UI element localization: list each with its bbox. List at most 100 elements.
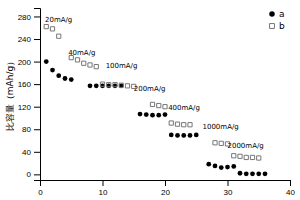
tick-mark [103, 180, 104, 186]
annotation: 40mA/g [68, 49, 95, 57]
point [56, 73, 61, 78]
point [106, 83, 111, 88]
series-0 [44, 59, 268, 176]
point [231, 164, 236, 169]
point [250, 155, 254, 159]
point [257, 156, 261, 160]
y-axis-title: 比容量（mAh/g） [5, 57, 15, 131]
point [88, 63, 92, 67]
annotation: 200mA/g [134, 85, 166, 93]
tick-label: 240 [18, 35, 32, 44]
tick-label: 80 [22, 125, 31, 134]
point [238, 154, 242, 158]
annotation: 1000mA/g [203, 123, 239, 131]
tick-mark [34, 84, 40, 85]
tick-mark [34, 152, 40, 153]
point [69, 77, 74, 82]
tick: 20 [161, 180, 170, 197]
point [100, 82, 104, 86]
point [88, 83, 93, 88]
tick-mark [34, 129, 40, 130]
point [156, 113, 161, 118]
tick-label: 280 [18, 13, 32, 22]
legend-item: b [270, 21, 285, 31]
point [219, 165, 224, 170]
point [244, 155, 248, 159]
x-axis-line [41, 181, 291, 187]
point [44, 59, 49, 64]
tick: 40 [22, 148, 40, 157]
tick: 160 [18, 80, 40, 89]
plot: 0 10 20 30 40 0 40 80 120 160 200 240 280 20mA/g 40mA/… [18, 9, 296, 197]
tick-mark [228, 180, 229, 186]
tick-label: 0 [38, 188, 43, 197]
point [213, 164, 218, 169]
point [119, 83, 123, 87]
point [169, 121, 173, 125]
point [175, 122, 179, 126]
point [163, 105, 167, 109]
tick-label: 20 [161, 188, 170, 197]
point [263, 171, 268, 176]
chart-container: 0 10 20 30 40 0 40 80 120 160 200 240 280 20mA/g 40mA/… [0, 0, 300, 200]
y-axis: 0 40 80 120 160 200 240 280 [18, 9, 41, 181]
annotation: 20mA/g [45, 16, 72, 24]
tick-mark [165, 180, 166, 186]
point [188, 123, 192, 127]
chart-svg: 0 10 20 30 40 0 40 80 120 160 200 240 280 20mA/g 40mA/… [0, 0, 300, 200]
point [175, 133, 180, 138]
point [206, 162, 211, 167]
point [144, 112, 149, 117]
tick-mark [34, 174, 40, 175]
point [157, 103, 161, 107]
point [119, 83, 124, 88]
point [238, 171, 243, 176]
x-axis: 0 10 20 30 40 [38, 180, 295, 197]
tick: 240 [18, 35, 40, 44]
point [256, 171, 261, 176]
tick-label: 120 [18, 103, 32, 112]
point [188, 133, 193, 138]
y-axis-line [34, 9, 41, 181]
point [250, 171, 255, 176]
tick: 280 [18, 13, 40, 22]
point [194, 132, 199, 137]
tick-mark [34, 62, 40, 63]
point [213, 141, 217, 145]
point [75, 58, 79, 62]
legend-label: a [279, 9, 285, 19]
legend: ab [269, 9, 285, 31]
tick: 0 [38, 180, 43, 197]
point [225, 165, 230, 170]
tick-label: 40 [286, 188, 295, 197]
point [50, 68, 55, 73]
point [113, 83, 117, 87]
point [232, 154, 236, 158]
point [150, 102, 154, 106]
point [94, 83, 99, 88]
tick: 10 [99, 180, 108, 197]
tick: 200 [18, 58, 40, 67]
point [182, 123, 186, 127]
point [63, 76, 68, 81]
point [219, 141, 223, 145]
tick: 30 [224, 180, 233, 197]
point [150, 113, 155, 118]
tick: 80 [22, 125, 40, 134]
tick-label: 30 [224, 188, 233, 197]
tick-label: 40 [22, 148, 31, 157]
annotation: 2000mA/g [228, 142, 264, 150]
tick-mark [34, 107, 40, 108]
marks [44, 24, 268, 176]
point [82, 61, 86, 65]
legend-item: a [269, 9, 284, 19]
tick-mark [34, 16, 40, 17]
tick: 0 [27, 170, 40, 179]
tick-mark [34, 39, 40, 40]
point [44, 24, 48, 28]
legend-label: b [279, 21, 285, 31]
point [181, 133, 186, 138]
tick-label: 0 [27, 170, 32, 179]
annotations: 20mA/g40mA/g100mA/g200mA/g400mA/g1000mA/… [45, 16, 264, 150]
tick-label: 200 [18, 58, 32, 67]
